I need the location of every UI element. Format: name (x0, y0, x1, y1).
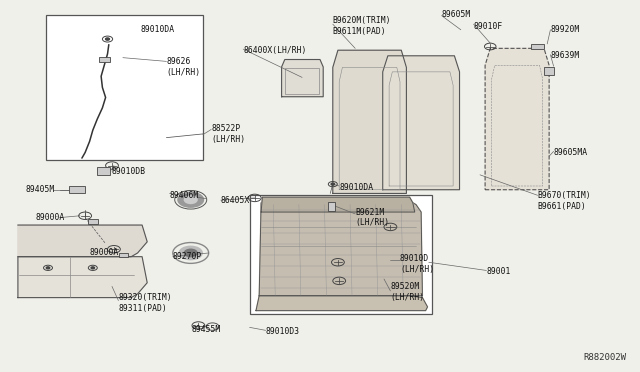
Text: 89455M: 89455M (192, 325, 221, 334)
Bar (119, 253, 128, 257)
Bar (285, 68, 319, 94)
Text: 89626
(LH/RH): 89626 (LH/RH) (166, 57, 200, 77)
Text: 89000A: 89000A (35, 213, 65, 222)
Text: 86400X(LH/RH): 86400X(LH/RH) (243, 46, 307, 55)
Text: R882002W: R882002W (583, 353, 626, 362)
Text: 89010D3: 89010D3 (266, 327, 300, 336)
Bar (46, 15, 203, 160)
Polygon shape (256, 296, 428, 311)
Text: B9670(TRIM)
B9661(PAD): B9670(TRIM) B9661(PAD) (538, 191, 591, 211)
Bar (97, 167, 110, 175)
Bar (544, 67, 554, 75)
Circle shape (91, 267, 95, 269)
Bar (250, 195, 432, 314)
Bar (531, 44, 544, 49)
Text: 89320(TRIM)
89311(PAD): 89320(TRIM) 89311(PAD) (118, 294, 172, 313)
Circle shape (184, 196, 197, 203)
Bar (328, 202, 335, 211)
Text: 89010DA: 89010DA (141, 25, 175, 34)
Text: 89010DB: 89010DB (112, 167, 146, 176)
Bar (69, 186, 85, 193)
Text: 89605MA: 89605MA (554, 148, 588, 157)
Bar (99, 57, 110, 62)
Text: 89270P: 89270P (173, 252, 202, 261)
Bar (88, 219, 97, 224)
Text: B9620M(TRIM)
B9611M(PAD): B9620M(TRIM) B9611M(PAD) (333, 16, 391, 36)
Circle shape (178, 192, 204, 207)
Circle shape (184, 249, 197, 257)
Text: 89010D
(LH/RH): 89010D (LH/RH) (400, 254, 434, 274)
Text: 88522P
(LH/RH): 88522P (LH/RH) (211, 124, 245, 144)
Text: 89639M: 89639M (550, 51, 580, 60)
Circle shape (106, 38, 109, 40)
Text: 89605M: 89605M (442, 10, 471, 19)
Text: 89010F: 89010F (474, 22, 503, 31)
Text: 89406M: 89406M (170, 191, 199, 200)
Polygon shape (485, 48, 549, 190)
Circle shape (331, 183, 335, 185)
Polygon shape (383, 56, 460, 190)
Text: 89520M
(LH/RH): 89520M (LH/RH) (390, 282, 424, 302)
Polygon shape (18, 257, 147, 298)
Text: 89405M: 89405M (26, 185, 55, 194)
Text: 89010DA: 89010DA (339, 183, 373, 192)
Polygon shape (282, 60, 323, 97)
Text: 86405X: 86405X (221, 196, 250, 205)
Text: 89920M: 89920M (550, 25, 580, 34)
Circle shape (46, 267, 50, 269)
Polygon shape (333, 50, 406, 193)
Polygon shape (261, 197, 415, 212)
Circle shape (179, 246, 202, 260)
Polygon shape (18, 225, 147, 257)
Text: 89000A: 89000A (90, 248, 119, 257)
Polygon shape (259, 203, 422, 296)
Text: 89001: 89001 (486, 267, 511, 276)
Text: B9621M
(LH/RH): B9621M (LH/RH) (355, 208, 389, 227)
